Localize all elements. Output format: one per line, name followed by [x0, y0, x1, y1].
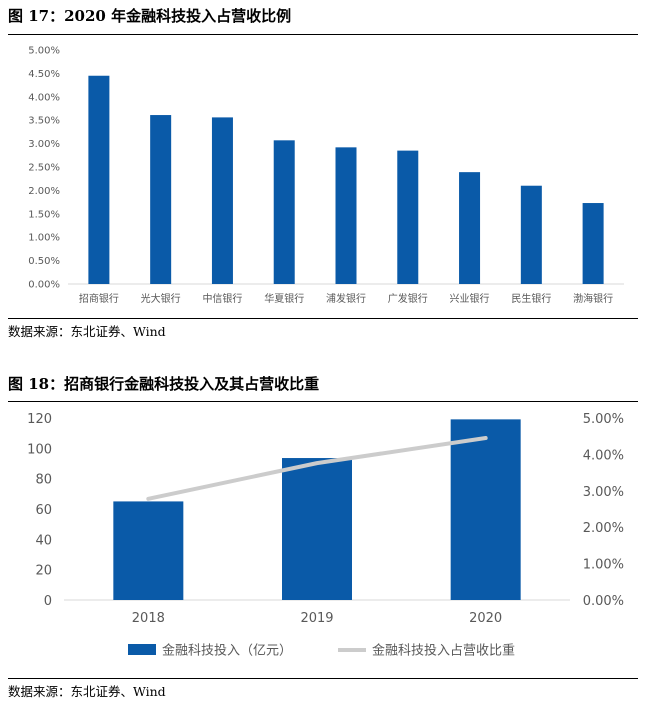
- x-tick-label: 2019: [300, 611, 333, 626]
- figure-17-top-rule: [8, 34, 638, 35]
- bar: [450, 419, 521, 600]
- right-y-tick-label: 4.00%: [583, 448, 624, 463]
- y-tick-label: 4.00%: [28, 92, 60, 103]
- ratio-line: [146, 436, 488, 501]
- x-tick-label: 2018: [132, 611, 165, 626]
- bar: [520, 185, 542, 284]
- figure-18-bottom-rule: [8, 678, 638, 679]
- y-tick-label: 0.50%: [28, 256, 60, 267]
- right-y-tick-label: 3.00%: [583, 485, 624, 500]
- bar: [113, 501, 184, 600]
- left-y-tick-label: 20: [35, 564, 52, 579]
- left-y-tick-label: 120: [27, 412, 52, 427]
- right-y-tick-label: 2.00%: [583, 521, 624, 536]
- y-tick-label: 3.50%: [28, 116, 60, 127]
- cmb-fintech-investment-chart: 0 20 40 60 80 100 120 0.00% 1.00% 2.00% 3.00% 4.00%…: [27, 412, 624, 659]
- bar: [335, 147, 357, 284]
- bar: [150, 115, 172, 284]
- x-tick-label: 2020: [469, 611, 502, 626]
- y-tick-label: 5.00%: [28, 46, 60, 57]
- y-tick-label: 1.50%: [28, 209, 60, 220]
- x-tick-label: 华夏银行: [264, 292, 304, 305]
- left-y-tick-label: 80: [35, 473, 52, 488]
- x-tick-label: 招商银行: [79, 292, 119, 305]
- right-y-tick-label: 0.00%: [583, 594, 624, 609]
- bar: [397, 150, 419, 284]
- left-y-tick-label: 100: [27, 442, 52, 457]
- right-y-tick-label: 5.00%: [583, 412, 624, 427]
- bar: [582, 203, 604, 284]
- figure-17-source: 数据来源：东北证券、Wind: [8, 324, 166, 339]
- y-tick-label: 0.00%: [28, 280, 60, 291]
- bar: [88, 75, 110, 284]
- y-tick-label: 2.50%: [28, 163, 60, 174]
- legend-bar-swatch: [128, 644, 156, 655]
- left-y-tick-label: 0: [44, 594, 52, 609]
- x-tick-label: 中信银行: [202, 292, 242, 305]
- figure-17-title: 图 17：2020 年金融科技投入占营收比例: [8, 7, 292, 25]
- x-tick-label: 兴业银行: [450, 292, 490, 305]
- figure-17-bottom-rule: [8, 318, 638, 319]
- y-tick-label: 1.00%: [28, 233, 60, 244]
- bar: [459, 172, 481, 284]
- legend-bar-label: 金融科技投入（亿元）: [162, 643, 292, 659]
- y-tick-label: 4.50%: [28, 69, 60, 80]
- right-y-tick-label: 1.00%: [583, 558, 624, 573]
- x-tick-label: 光大银行: [141, 292, 181, 305]
- left-y-tick-label: 60: [35, 503, 52, 518]
- y-tick-label: 2.00%: [28, 186, 60, 197]
- x-tick-label: 浦发银行: [326, 292, 366, 305]
- figure-18-source: 数据来源：东北证券、Wind: [8, 684, 166, 699]
- x-tick-label: 渤海银行: [573, 292, 613, 305]
- legend-line-label: 金融科技投入占营收比重: [372, 643, 515, 659]
- figure-18-title: 图 18：招商银行金融科技投入及其占营收比重: [8, 375, 320, 393]
- left-y-tick-label: 40: [35, 533, 52, 548]
- x-tick-label: 广发银行: [388, 292, 428, 305]
- bar: [273, 140, 295, 284]
- y-tick-label: 3.00%: [28, 139, 60, 150]
- bank-fintech-ratio-chart: 0.00% 0.50% 1.00% 1.50% 2.00% 2.50% 3.00% 3.50%…: [28, 46, 624, 305]
- figure-18-top-rule: [8, 401, 638, 402]
- bar: [282, 458, 352, 600]
- x-tick-label: 民生银行: [511, 292, 551, 305]
- bar: [211, 117, 233, 284]
